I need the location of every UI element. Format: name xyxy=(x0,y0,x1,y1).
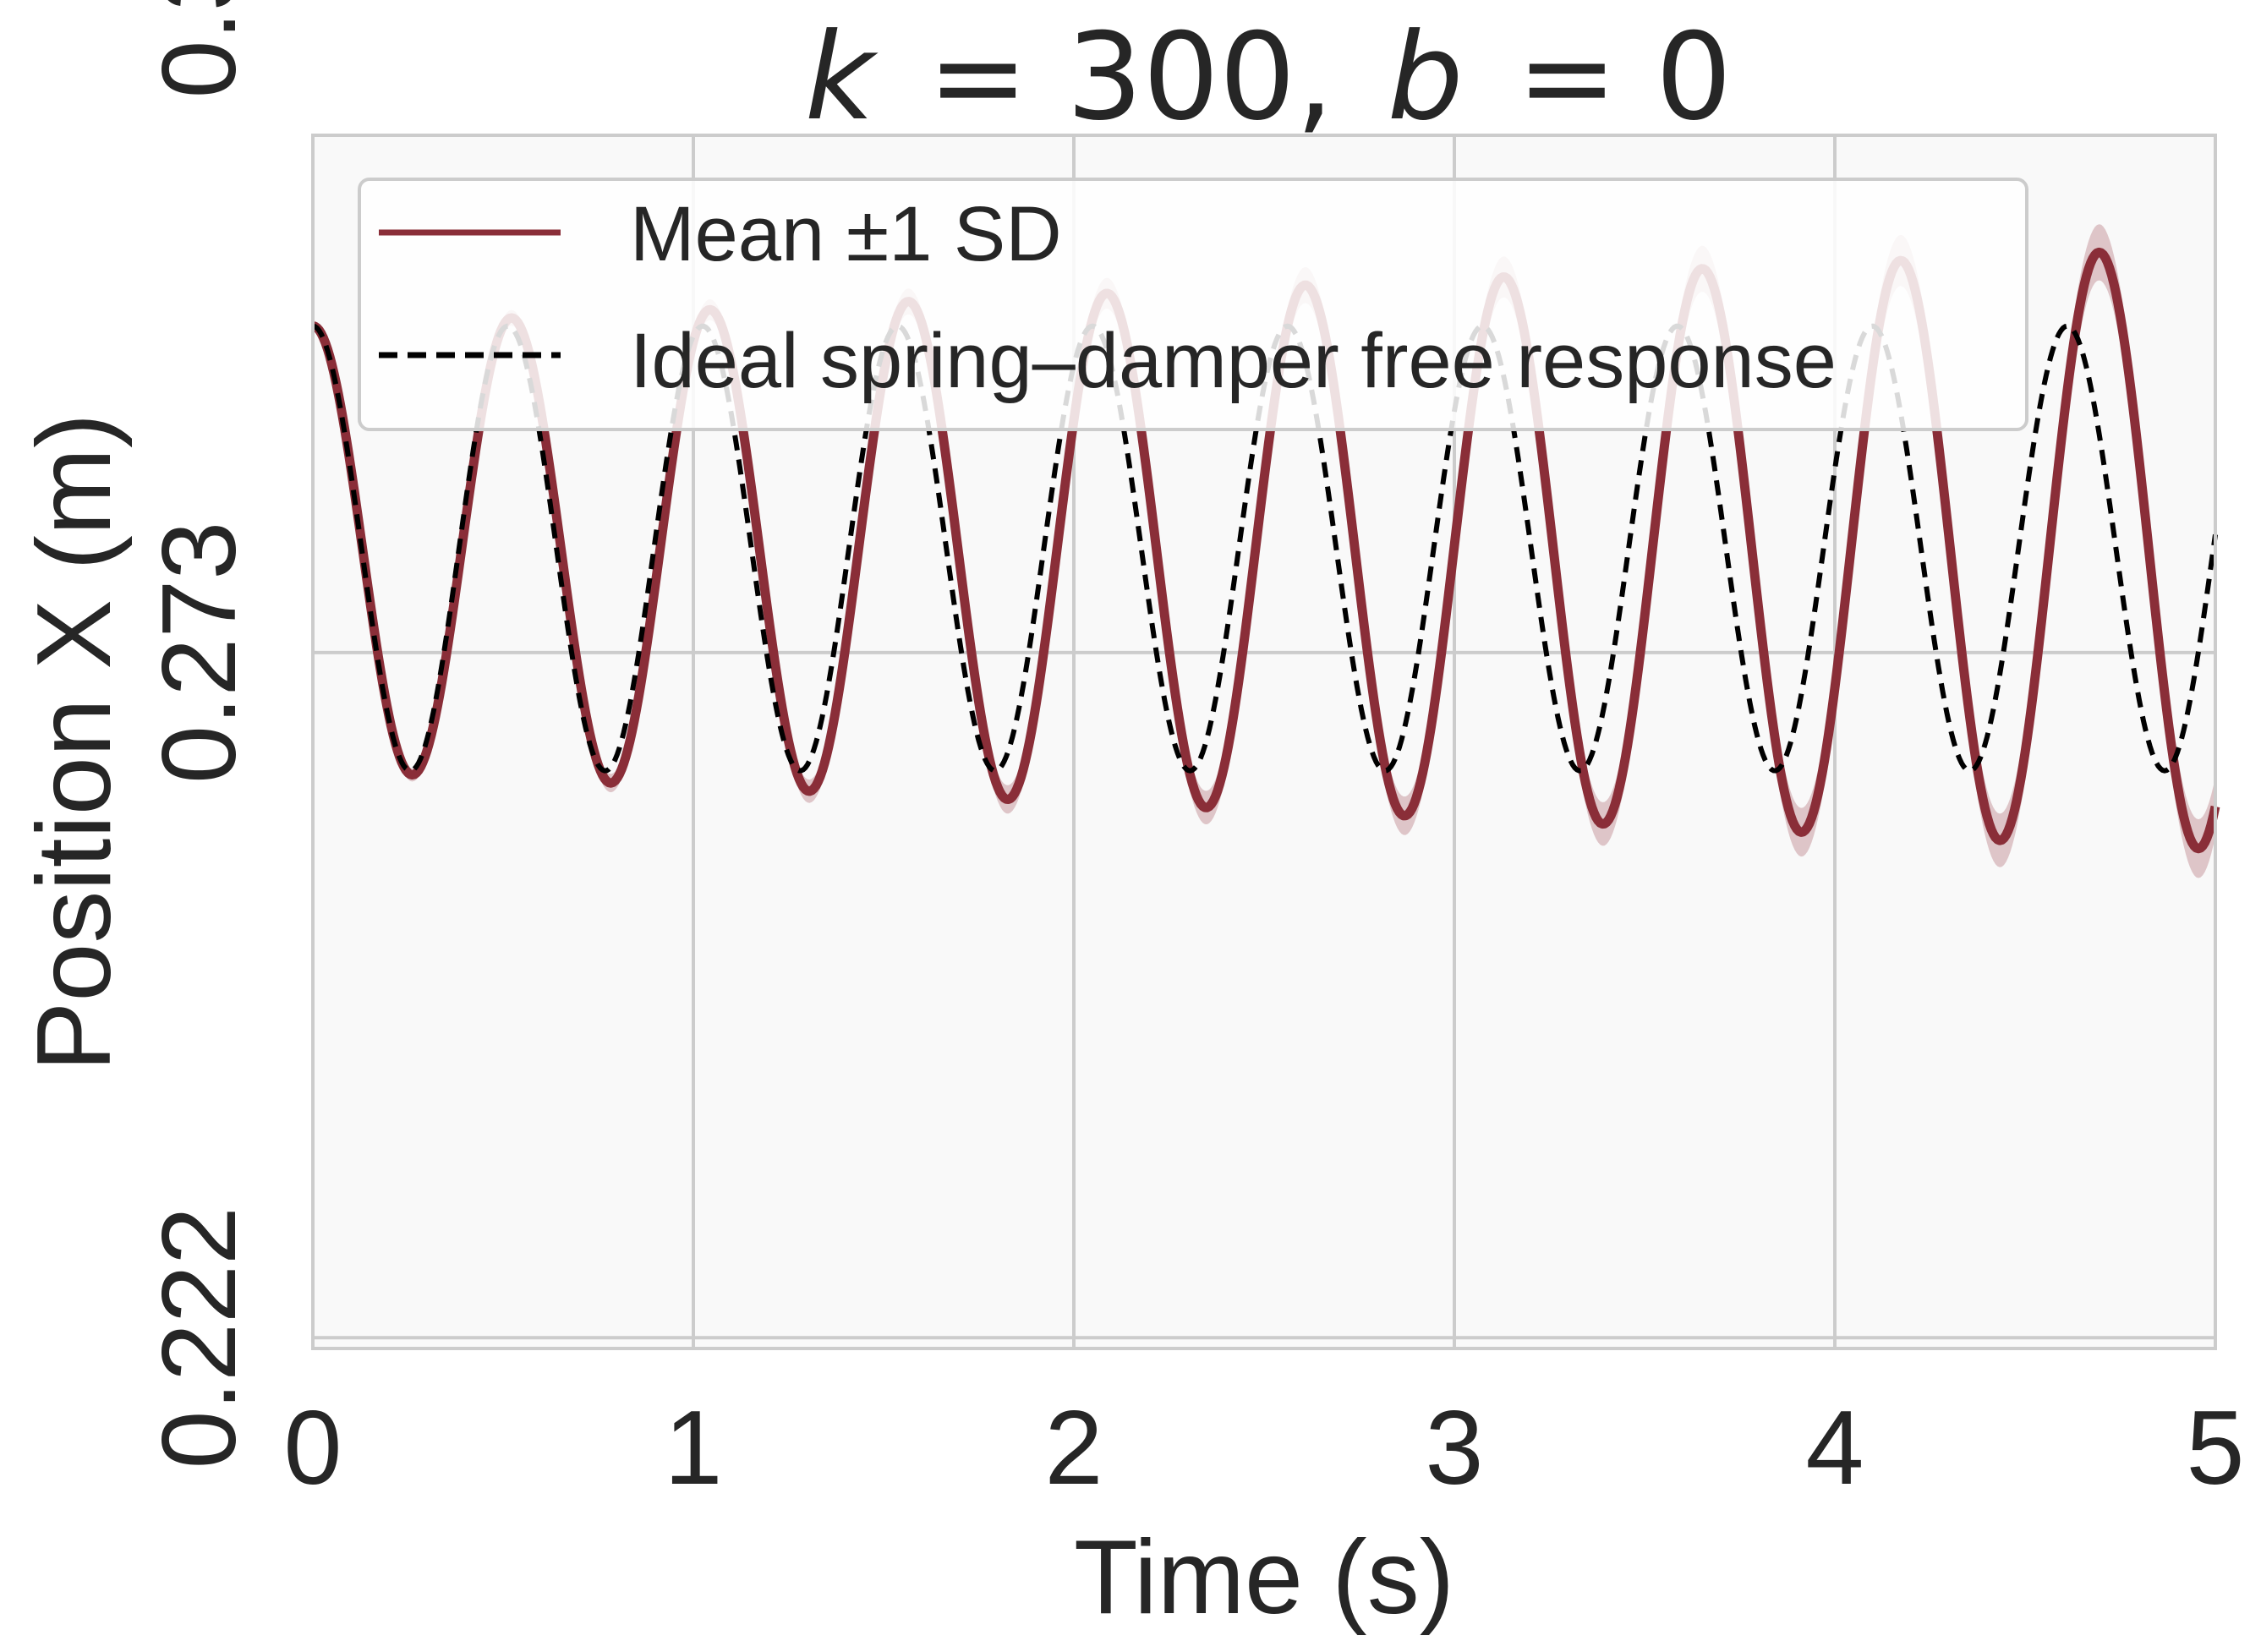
x-tick-label: 4 xyxy=(1806,1390,1864,1507)
x-tick-label: 0 xyxy=(284,1390,342,1507)
y-tick-label: 0.222 xyxy=(141,1206,258,1469)
title-k-value: = 300, xyxy=(928,8,1333,147)
y-tick-label: 0.273 xyxy=(141,522,258,784)
y-tick-label: 0.324 xyxy=(141,0,258,99)
legend-label-mean: Mean ±1 SD xyxy=(630,191,1062,277)
legend: Mean ±1 SD Ideal spring–damper free resp… xyxy=(358,178,2028,431)
plot-frame xyxy=(311,134,2217,1350)
legend-label-ideal: Ideal spring–damper free response xyxy=(630,318,1837,404)
x-axis-label: Time (s) xyxy=(1074,1519,1454,1636)
y-axis-label: Position X (m) xyxy=(16,413,133,1072)
legend-box xyxy=(358,178,2028,431)
title-b-value: = 0 xyxy=(1517,8,1732,147)
x-tick-label: 1 xyxy=(665,1390,723,1507)
y-tick-labels: 0.222 0.273 0.324 xyxy=(141,0,258,1469)
x-tick-labels: 0 1 2 3 4 5 xyxy=(284,1390,2245,1507)
x-tick-label: 3 xyxy=(1426,1390,1484,1507)
x-tick-label: 2 xyxy=(1045,1390,1103,1507)
chart-title: k = 300, b = 0 xyxy=(805,8,1733,147)
title-b-symbol: b xyxy=(1388,8,1464,147)
x-tick-label: 5 xyxy=(2187,1390,2245,1507)
title-k-symbol: k xyxy=(805,8,879,147)
